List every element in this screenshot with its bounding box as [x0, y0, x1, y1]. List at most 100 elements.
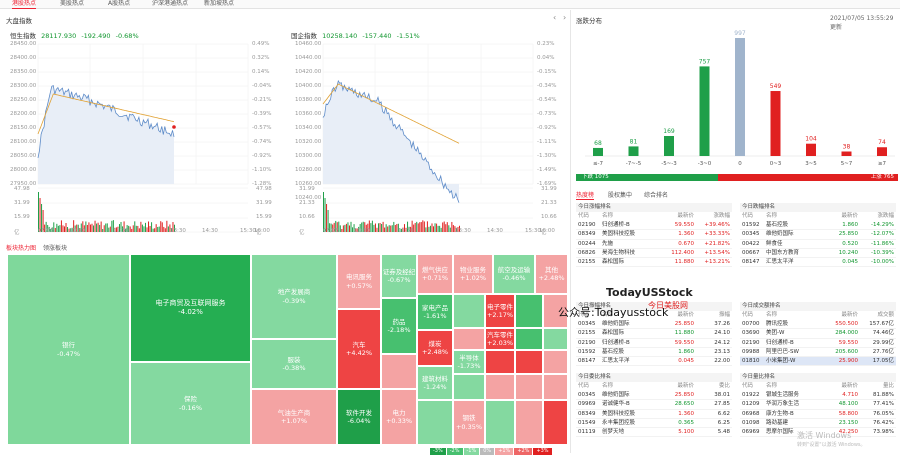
heatmap-cell-coal[interactable]: 煤炭 +2.48%: [417, 330, 453, 366]
table-row[interactable]: 06826 昊海生物科技 112.400 +13.54%: [576, 249, 732, 259]
heatmap-cell-misc10[interactable]: [515, 350, 543, 374]
heatmap-cell-electronics[interactable]: 电子零件 +2.17%: [485, 294, 515, 328]
heatmap-cell-misc6[interactable]: [453, 328, 485, 350]
table-row[interactable]: 00345 维他奶国际 25.850 -12.07%: [740, 230, 896, 240]
heatmap-cell-misc5[interactable]: [543, 294, 568, 328]
table-row[interactable]: 06969 思摩尔国际 42.250 73.98%: [740, 428, 896, 438]
hscei-chart[interactable]: [285, 38, 570, 238]
hscei-value: 10258.140: [322, 32, 358, 40]
heatmap-cell-misc12[interactable]: [453, 374, 485, 400]
heatmap-cell-bank[interactable]: 银行 -0.47%: [7, 254, 130, 445]
table-row[interactable]: 06968 康方生物-B 58.800 76.05%: [740, 410, 896, 419]
heatmap-cell-property-service[interactable]: 物业服务 +1.02%: [453, 254, 493, 294]
heatmap-cell-apparel[interactable]: 服装 -0.38%: [251, 339, 337, 389]
table-row[interactable]: 01810 小米集团-W 25.900 17.05亿: [740, 357, 896, 367]
table-row[interactable]: 01119 创梦天地 5.100 5.48: [576, 428, 732, 438]
table-row[interactable]: 09969 诺诚健华-B 28.650 27.85: [576, 400, 732, 410]
heatmap-cell-insurance[interactable]: 保险 -0.16%: [130, 362, 251, 445]
table-row[interactable]: 03690 美团-W 284.000 74.46亿: [740, 329, 896, 339]
table-row[interactable]: 01592 基石控股 1.860 23.13: [576, 348, 732, 358]
table-row[interactable]: 09988 阿里巴巴-SW 205.600 27.76亿: [740, 348, 896, 358]
hsi-volume-bar: [148, 221, 150, 232]
hsi-volume-bar: [89, 224, 91, 232]
tab-concentration[interactable]: 股权集中: [608, 192, 633, 199]
tab-hot[interactable]: 热度榜: [576, 192, 595, 200]
table-row[interactable]: 00345 维他奶国际 25.850 38.01: [576, 391, 732, 401]
heatmap-cell-aviation[interactable]: 航空及运输 -0.46%: [493, 254, 535, 294]
tab-a-hot[interactable]: A股热点: [108, 0, 131, 7]
table-row[interactable]: 08349 美固科技控股 1.360 6.62: [576, 410, 732, 419]
table-row[interactable]: 08147 汇思太平洋 0.045 -10.00%: [740, 258, 896, 268]
volume-axis-label-right: 47.98: [256, 186, 272, 192]
table-row[interactable]: 01098 路劲基建 23.150 76.42%: [740, 419, 896, 429]
tab-sg-hot[interactable]: 新加坡热点: [204, 0, 235, 7]
table-row[interactable]: 00667 中国东方教育 10.240 -10.39%: [740, 249, 896, 259]
table-row[interactable]: 08147 汇思太平洋 0.045 22.00: [576, 357, 732, 367]
heatmap-cell-telecom[interactable]: 电讯服务 +0.57%: [337, 254, 381, 309]
tab-connect-hot[interactable]: 沪深港通热点: [152, 0, 189, 7]
hscei-name[interactable]: 国企指数: [291, 32, 317, 40]
heatmap-cell-other[interactable]: 其他 +2.48%: [535, 254, 568, 294]
table-row[interactable]: 00700 腾讯控股 550.500 157.67亿: [740, 320, 896, 330]
heatmap-cell-autoparts[interactable]: 汽车零件 +2.03%: [485, 328, 515, 350]
table-row[interactable]: 08349 美固科技控股 1.360 +33.33%: [576, 230, 732, 240]
table-row[interactable]: 00345 维他奶国际 25.850 37.26: [576, 320, 732, 330]
table-amp: 今日振幅排名 代码 名称 最新价 振幅 00345 维他奶国际 25.850 37.26 0215…: [576, 302, 732, 367]
heatmap-cell-misc16[interactable]: [485, 400, 515, 445]
heatmap-cell-misc3[interactable]: [453, 294, 485, 328]
heatmap-cell-pharma[interactable]: 药品 -2.18%: [381, 298, 417, 354]
hsi-chart[interactable]: [0, 38, 285, 238]
heatmap-cell-software[interactable]: 软件开发 -6.04%: [337, 389, 381, 445]
heatmap-cell-misc8[interactable]: [543, 328, 568, 350]
tab-us-hot[interactable]: 美股热点: [60, 0, 85, 7]
table-row[interactable]: 01209 华润万象生活 48.100 77.41%: [740, 400, 896, 410]
heatmap-cell-misc1[interactable]: [381, 354, 417, 389]
heatmap-cell-appliances[interactable]: 家电产品 -1.61%: [417, 294, 453, 330]
table-row[interactable]: 01922 银城生活服务 4.710 81.88%: [740, 391, 896, 401]
heatmap-cell-misc14[interactable]: [515, 374, 543, 400]
tab-rank[interactable]: 综合排名: [644, 192, 669, 199]
heatmap-cell-misc13[interactable]: [485, 374, 515, 400]
heatmap-cell-misc18[interactable]: [543, 400, 568, 445]
table-row[interactable]: 00244 先施 0.670 +21.82%: [576, 240, 732, 249]
heatmap-cell-auto[interactable]: 汽车 +4.42%: [337, 309, 381, 389]
next-arrow-icon[interactable]: ›: [563, 13, 567, 22]
y-axis-pct-label: -0.74%: [252, 139, 272, 145]
heatmap-cell-property[interactable]: 地产发展商 -0.39%: [251, 254, 337, 339]
table-row[interactable]: 02155 森松国际 11.880 24.10: [576, 329, 732, 339]
hscei-volume-bar: [448, 225, 450, 232]
hscei-volume-bar: [355, 228, 357, 232]
heatmap-cell-misc11[interactable]: [543, 350, 568, 374]
heatmap-cell-building[interactable]: 建筑材料 -1.24%: [417, 366, 453, 400]
heatmap-cell-misc15[interactable]: [543, 374, 568, 400]
tab-heatmap[interactable]: 板块热力图: [6, 245, 37, 252]
hsi-name[interactable]: 恒生指数: [10, 32, 36, 40]
table-row[interactable]: 02190 归创通桥-B 59.550 +39.46%: [576, 221, 732, 231]
y-axis-label: 28400.00: [10, 55, 37, 61]
heatmap-cell-misc17[interactable]: [515, 400, 543, 445]
tab-hk-hot[interactable]: 港股热点: [12, 0, 37, 9]
table-row[interactable]: 01592 基石控股 1.860 -14.29%: [740, 221, 896, 231]
x-axis-label: 07/05: [323, 228, 339, 234]
volume-axis-label-right: 31.99: [256, 200, 272, 206]
table-row[interactable]: 02155 森松国际 11.880 +13.21%: [576, 258, 732, 268]
heatmap-cell-steel[interactable]: 钢铁 +0.35%: [453, 400, 485, 445]
hscei-volume-bar: [454, 226, 456, 232]
heatmap-cell-power[interactable]: 电力 +0.33%: [381, 389, 417, 445]
heatmap-cell-securities[interactable]: 证券及经纪 -0.67%: [381, 254, 417, 298]
prev-arrow-icon[interactable]: ‹: [553, 13, 557, 22]
heatmap-cell-misc9[interactable]: [485, 350, 515, 374]
table-row[interactable]: 00422 鲜食佳 0.520 -11.86%: [740, 240, 896, 249]
tab-leading-sectors[interactable]: 领涨板块: [42, 245, 67, 252]
heatmap-cell-misc2[interactable]: [417, 400, 453, 445]
table-row[interactable]: 01549 永丰集团控股 0.365 6.25: [576, 419, 732, 429]
table-row[interactable]: 02190 归创通桥-B 59.550 24.12: [576, 339, 732, 348]
table-row[interactable]: 02190 归创通桥-B 59.550 29.99亿: [740, 339, 896, 348]
heatmap-cell-oil[interactable]: 气油生产商 +1.07%: [251, 389, 337, 445]
heatmap-cell-semis[interactable]: 半导体 -1.73%: [453, 350, 485, 374]
y-axis-label: 10340.00: [295, 125, 322, 131]
heatmap-cell-misc7[interactable]: [515, 328, 543, 350]
heatmap-cell-gas[interactable]: 燃气供应 +0.71%: [417, 254, 453, 294]
heatmap-cell-misc4[interactable]: [515, 294, 543, 328]
heatmap-cell-ecommerce[interactable]: 电子商贸及互联网服务 -4.02%: [130, 254, 251, 362]
